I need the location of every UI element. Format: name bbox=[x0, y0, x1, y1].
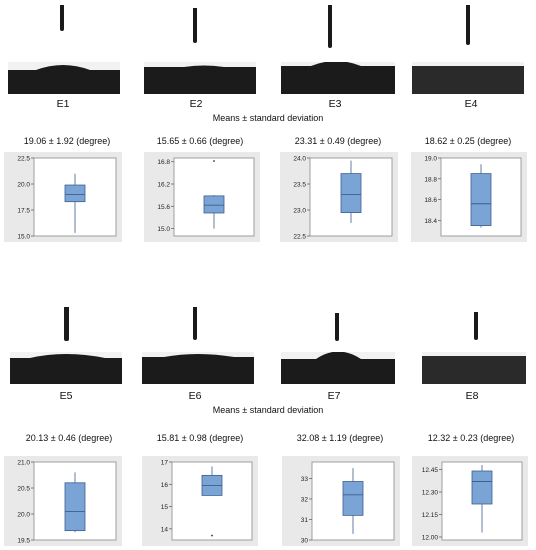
boxplot-e5: 19.5 20.0 20.5 21.0 bbox=[17, 460, 117, 545]
y-tick-label: 18.8 bbox=[424, 176, 437, 183]
y-tick-label: 15.0 bbox=[17, 234, 30, 241]
value-e2: 15.65 ± 0.66 (degree) bbox=[156, 136, 244, 146]
sample-label-e5: E5 bbox=[59, 390, 73, 402]
needle-e3 bbox=[328, 5, 332, 48]
y-tick-label: 24.0 bbox=[293, 156, 306, 163]
boxplot-e8: 12.00 12.15 12.30 12.45 bbox=[422, 461, 523, 542]
y-tick-label: 15.6 bbox=[157, 204, 170, 211]
box-iqr bbox=[64, 482, 86, 532]
y-tick-label: 23.0 bbox=[293, 208, 306, 215]
y-tick-label: 23.5 bbox=[293, 182, 306, 189]
needle-e2 bbox=[193, 8, 197, 43]
boxplot-e7: 30 31 32 33 bbox=[301, 461, 395, 545]
sample-label-e1: E1 bbox=[56, 98, 70, 110]
y-tick-label: 12.15 bbox=[422, 512, 439, 519]
boxplot-panel-e6: 14 15 16 17 bbox=[142, 456, 258, 546]
y-tick-label: 12.45 bbox=[422, 467, 439, 474]
boxplot-panel-e7: 30 31 32 33 bbox=[282, 456, 400, 546]
droplet-e1-graphic bbox=[8, 62, 120, 94]
boxplot-e6: 14 15 16 17 bbox=[161, 460, 253, 541]
sample-label-e7: E7 bbox=[327, 390, 341, 402]
value-e6: 15.81 ± 0.98 (degree) bbox=[156, 433, 244, 443]
y-tick-label: 30 bbox=[301, 538, 309, 545]
boxplot-panel-e8: 12.00 12.15 12.30 12.45 bbox=[412, 456, 528, 546]
box-iqr bbox=[471, 470, 493, 505]
value-e5: 20.13 ± 0.46 (degree) bbox=[25, 433, 113, 443]
boxplot-panel-e3: 22.5 23.0 23.5 24.0 bbox=[280, 152, 398, 242]
y-tick-label: 16.2 bbox=[157, 182, 170, 189]
boxplot-panel-e2: 15.0 15.6 16.2 16.8 bbox=[144, 152, 260, 242]
value-e1: 19.06 ± 1.92 (degree) bbox=[23, 136, 111, 146]
y-tick-label: 18.4 bbox=[424, 218, 437, 225]
value-e4: 18.62 ± 0.25 (degree) bbox=[424, 136, 512, 146]
y-tick-label: 17 bbox=[161, 460, 169, 467]
boxplot-panel-e5: 19.5 20.0 20.5 21.0 bbox=[4, 456, 122, 546]
droplet-image-e8 bbox=[422, 352, 526, 384]
y-tick-label: 22.5 bbox=[293, 234, 306, 241]
y-tick-label: 16.8 bbox=[157, 159, 170, 166]
needle-e4 bbox=[466, 5, 470, 45]
droplet-image-e5 bbox=[10, 352, 122, 384]
bottom-caption: Means ± standard deviation bbox=[212, 405, 324, 415]
needle-e1 bbox=[60, 5, 64, 31]
droplet-e4-graphic bbox=[412, 62, 524, 66]
outlier-point bbox=[211, 534, 213, 537]
box-iqr bbox=[203, 195, 225, 214]
value-e8: 12.32 ± 0.23 (degree) bbox=[427, 433, 515, 443]
y-tick-label: 19.0 bbox=[424, 156, 437, 163]
y-tick-label: 32 bbox=[301, 496, 309, 503]
droplet-e7-graphic bbox=[281, 352, 395, 384]
boxplot-panel-e1: 15.0 17.5 20.0 22.5 bbox=[4, 152, 122, 242]
value-e7: 32.08 ± 1.19 (degree) bbox=[296, 433, 384, 443]
y-tick-label: 31 bbox=[301, 517, 309, 524]
boxplot-e1: 15.0 17.5 20.0 22.5 bbox=[17, 156, 117, 241]
y-tick-label: 21.0 bbox=[17, 460, 30, 467]
sample-label-e8: E8 bbox=[465, 390, 479, 402]
box-iqr bbox=[342, 481, 364, 516]
boxplot-e3: 22.5 23.0 23.5 24.0 bbox=[293, 156, 393, 241]
top-caption: Means ± standard deviation bbox=[212, 113, 324, 123]
droplet-e3-graphic bbox=[281, 62, 395, 94]
y-tick-label: 12.30 bbox=[422, 490, 439, 497]
needle-e7 bbox=[335, 313, 339, 341]
y-tick-label: 16 bbox=[161, 482, 169, 489]
sample-label-e2: E2 bbox=[189, 98, 203, 110]
sample-label-e6: E6 bbox=[188, 390, 202, 402]
droplet-e2-graphic bbox=[144, 62, 256, 94]
needle-e5 bbox=[64, 307, 69, 341]
droplet-image-e1 bbox=[8, 62, 120, 94]
boxplot-e4: 18.4 18.6 18.8 19.0 bbox=[424, 156, 522, 237]
y-tick-label: 17.5 bbox=[17, 208, 30, 215]
y-tick-label: 15.0 bbox=[157, 226, 170, 233]
box-iqr bbox=[470, 173, 492, 227]
y-tick-label: 22.5 bbox=[17, 156, 30, 163]
needle-e8 bbox=[474, 312, 478, 340]
y-tick-label: 15 bbox=[161, 504, 169, 511]
y-tick-label: 19.5 bbox=[17, 538, 30, 545]
boxplot-panel-e4: 18.4 18.6 18.8 19.0 bbox=[411, 152, 527, 242]
y-tick-label: 33 bbox=[301, 476, 309, 483]
droplet-e6-graphic bbox=[142, 352, 254, 384]
value-e3: 23.31 ± 0.49 (degree) bbox=[294, 136, 382, 146]
droplet-e5-graphic bbox=[10, 352, 122, 384]
box-iqr bbox=[64, 184, 86, 203]
outlier-point bbox=[213, 160, 215, 162]
y-tick-label: 20.0 bbox=[17, 512, 30, 519]
sample-label-e3: E3 bbox=[328, 98, 342, 110]
sample-label-e4: E4 bbox=[464, 98, 478, 110]
y-tick-label: 18.6 bbox=[424, 197, 437, 204]
boxplot-e2: 15.0 15.6 16.2 16.8 bbox=[157, 157, 255, 237]
needle-e6 bbox=[193, 307, 197, 340]
y-tick-label: 20.5 bbox=[17, 486, 30, 493]
droplet-image-e4 bbox=[412, 62, 524, 94]
droplet-image-e6 bbox=[142, 352, 254, 384]
droplet-image-e3 bbox=[281, 62, 395, 94]
y-tick-label: 20.0 bbox=[17, 182, 30, 189]
y-tick-label: 14 bbox=[161, 526, 169, 533]
box-iqr bbox=[340, 173, 362, 214]
droplet-e8-graphic bbox=[422, 352, 526, 356]
droplet-image-e7 bbox=[281, 352, 395, 384]
y-tick-label: 12.00 bbox=[422, 535, 439, 542]
droplet-image-e2 bbox=[144, 62, 256, 94]
